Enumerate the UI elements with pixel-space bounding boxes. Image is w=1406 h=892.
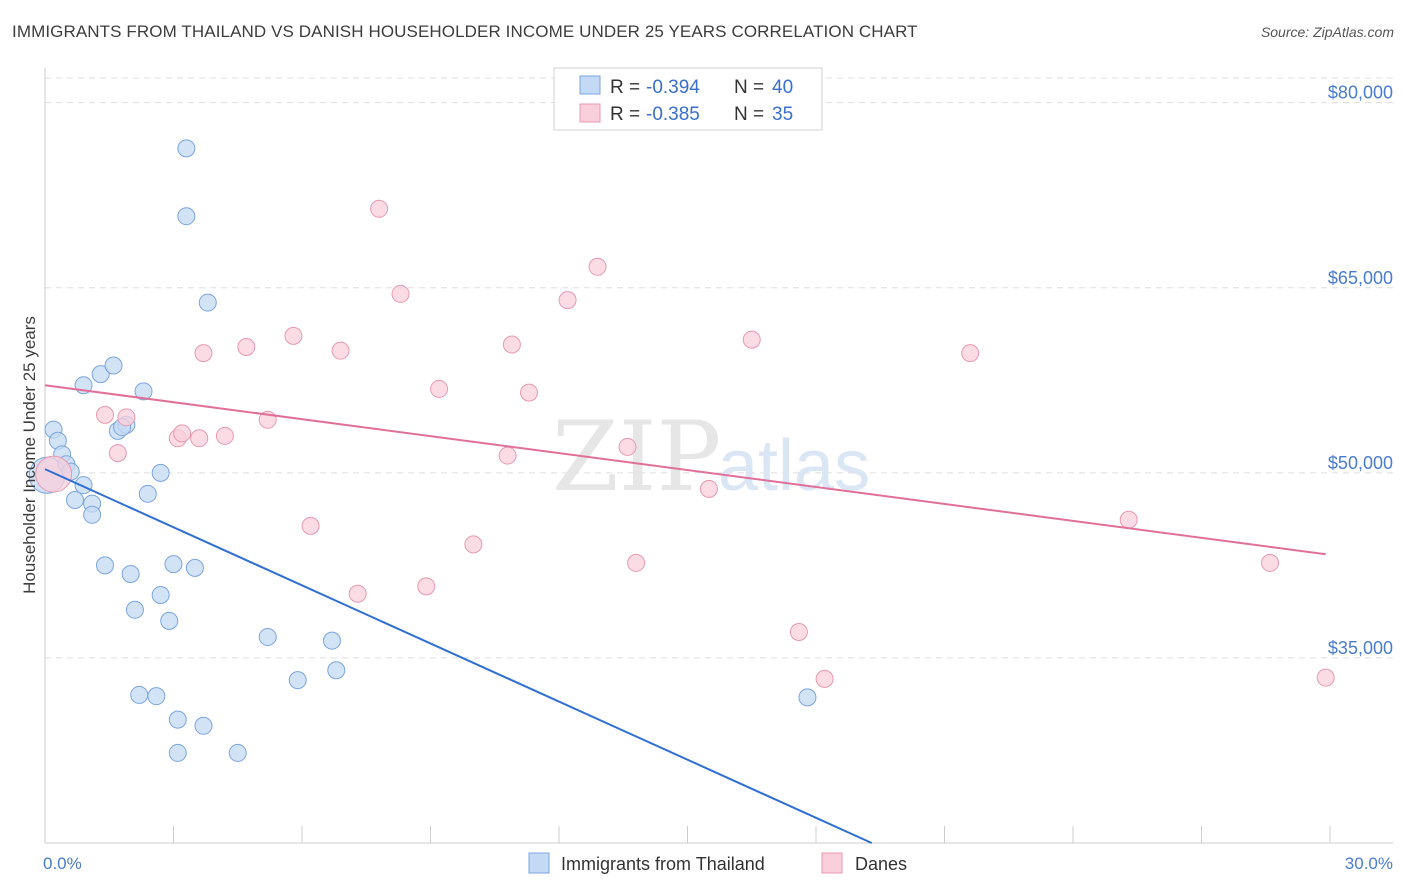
legend-swatch-danes: [579, 103, 601, 123]
thailand-point-27: [185, 558, 204, 577]
danes-point-3: [108, 444, 127, 463]
bottom-legend-danes: Danes: [855, 854, 907, 874]
danes-point-6: [173, 424, 192, 443]
danes-point-27: [699, 479, 718, 498]
danes-point-8: [194, 344, 213, 363]
thailand-trendline: [44, 468, 873, 844]
danes-point-29: [789, 623, 808, 642]
danes-point-21: [502, 335, 521, 354]
thailand-point-36: [322, 631, 341, 650]
y-tick-label-0: $35,000: [1328, 638, 1393, 658]
y-tick-labels: $35,000 $50,000 $65,000 $80,000: [1328, 83, 1393, 658]
x-tick-labels: 0.0% 30.0%: [43, 854, 1393, 873]
danes-point-18: [430, 379, 449, 398]
danes-point-12: [301, 516, 320, 535]
legend-r-label-0: R =: [610, 77, 640, 98]
legend-n-label-0: N =: [734, 77, 764, 98]
thailand-point-6: [74, 476, 93, 495]
x-tick-label-1: 30.0%: [1345, 854, 1393, 873]
bottom-legend: Immigrants from Thailand Danes: [528, 852, 907, 874]
danes-point-31: [961, 344, 980, 363]
chart-title: IMMIGRANTS FROM THAILAND VS DANISH HOUSE…: [12, 22, 918, 41]
legend-r-label-1: R =: [610, 104, 640, 125]
thailand-point-15: [134, 382, 153, 401]
gridlines: [45, 77, 1393, 659]
thailand-point-37: [327, 661, 346, 680]
thailand-point-32: [168, 743, 187, 762]
danes-point-25: [618, 437, 637, 456]
watermark-atlas: atlas: [718, 426, 870, 506]
danes-point-26: [627, 553, 646, 572]
thailand-point-23: [125, 600, 144, 619]
bottom-legend-swatch-thailand: [528, 852, 550, 874]
thailand-point-38: [798, 688, 817, 707]
legend-swatch-thailand: [579, 75, 601, 95]
danes-point-20: [498, 446, 517, 465]
legend-r-value-1: -0.385: [646, 104, 700, 125]
danes-point-5: [190, 429, 209, 448]
legend-r-value-0: -0.394: [646, 77, 700, 98]
danes-trendline: [44, 384, 1326, 556]
thailand-point-20: [198, 293, 217, 312]
thailand-point-9: [83, 505, 102, 524]
danes-point-2: [117, 408, 136, 427]
danes-point-14: [348, 584, 367, 603]
axes: [44, 68, 1393, 844]
thailand-point-16: [138, 484, 157, 503]
bottom-legend-swatch-danes: [821, 852, 843, 874]
danes-point-24: [588, 257, 607, 276]
thailand-point-12: [104, 356, 123, 375]
legend-n-value-1: 35: [772, 104, 793, 125]
danes-point-28: [742, 330, 761, 349]
legend-box: R = -0.394 N = 40 R = -0.385 N = 35: [553, 67, 823, 131]
thailand-point-17: [151, 463, 170, 482]
danes-point-34: [1316, 668, 1335, 687]
legend-n-label-1: N =: [734, 104, 764, 125]
y-tick-label-3: $80,000: [1328, 83, 1393, 103]
danes-point-23: [558, 291, 577, 310]
danes-point-32: [1119, 510, 1138, 529]
thailand-point-22: [121, 565, 140, 584]
danes-point-15: [370, 199, 389, 218]
thailand-point-25: [160, 611, 179, 630]
thailand-point-7: [65, 490, 84, 509]
thailand-point-19: [177, 207, 196, 226]
source-label: Source: ZipAtlas.com: [1260, 24, 1394, 40]
watermark-zip: ZIP: [552, 401, 721, 513]
danes-point-19: [464, 535, 483, 554]
danes-point-7: [215, 426, 234, 445]
y-axis-label: Householder Income Under 25 years: [20, 316, 39, 594]
thailand-point-21: [95, 556, 114, 575]
thailand-point-24: [151, 585, 170, 604]
trendlines: [44, 384, 1326, 844]
danes-point-17: [417, 577, 436, 596]
thailand-point-28: [130, 685, 149, 704]
thailand-point-18: [177, 139, 196, 158]
danes-point-1: [95, 405, 114, 424]
danes-point-16: [391, 284, 410, 303]
bottom-legend-thailand: Immigrants from Thailand: [561, 854, 765, 874]
thailand-point-31: [194, 716, 213, 735]
y-tick-label-1: $50,000: [1328, 453, 1393, 473]
thailand-point-33: [228, 743, 247, 762]
x-tick-label-0: 0.0%: [43, 854, 82, 873]
series-danes-points: [35, 199, 1335, 688]
danes-point-22: [520, 383, 539, 402]
thailand-point-11: [91, 365, 110, 384]
thailand-point-26: [164, 555, 183, 574]
thailand-point-34: [258, 627, 277, 646]
danes-point-9: [237, 337, 256, 356]
danes-point-13: [331, 341, 350, 360]
danes-point-30: [815, 669, 834, 688]
thailand-point-29: [147, 687, 166, 706]
legend-n-value-0: 40: [772, 77, 793, 98]
thailand-point-35: [288, 671, 307, 690]
danes-point-33: [1261, 553, 1280, 572]
y-tick-label-2: $65,000: [1328, 268, 1393, 288]
danes-point-11: [284, 326, 303, 345]
thailand-point-30: [168, 710, 187, 729]
